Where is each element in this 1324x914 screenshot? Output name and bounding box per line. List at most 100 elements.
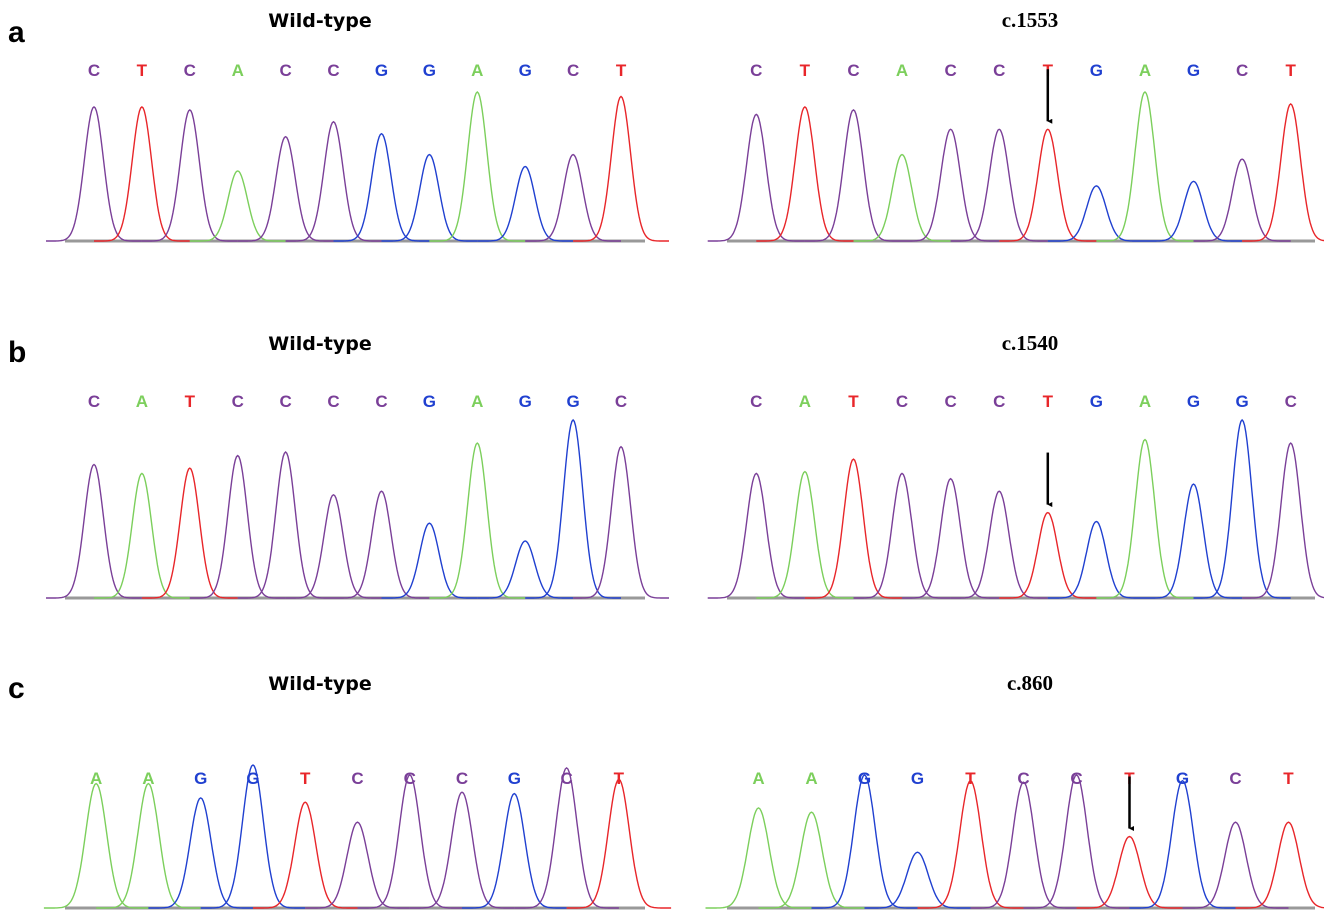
base-call: C — [993, 61, 1005, 80]
peak — [1130, 781, 1236, 908]
peak — [756, 472, 853, 598]
peak — [238, 137, 334, 241]
base-call: G — [1187, 61, 1200, 80]
peak — [46, 465, 142, 599]
base-call: C — [847, 61, 859, 80]
peak — [477, 167, 573, 242]
base-call: G — [423, 61, 436, 80]
panel-title: c.860 — [1007, 671, 1053, 695]
panel-title: c.1540 — [1002, 331, 1059, 355]
base-call: C — [232, 392, 244, 411]
peak — [1077, 837, 1183, 909]
peak — [573, 97, 669, 242]
base-call: G — [423, 392, 436, 411]
base-call: C — [993, 392, 1005, 411]
base-call: A — [136, 392, 148, 411]
peak — [410, 792, 515, 908]
peak — [805, 459, 902, 598]
peak — [358, 775, 463, 908]
base-call: C — [279, 61, 291, 80]
peak — [286, 122, 382, 241]
base-call: T — [137, 61, 148, 80]
peak — [94, 473, 190, 598]
base-call: C — [88, 61, 100, 80]
peak — [334, 491, 430, 598]
panel-label: b — [8, 336, 26, 369]
panel-title: Wild-type — [268, 10, 371, 32]
base-call: A — [799, 392, 811, 411]
peak — [190, 456, 286, 598]
peak — [567, 779, 672, 908]
peak — [902, 129, 999, 241]
panel-title: c.1553 — [1002, 8, 1059, 32]
peak — [148, 798, 253, 908]
peak — [334, 134, 430, 241]
base-call: C — [375, 392, 387, 411]
peak — [142, 468, 238, 598]
base-call: C — [88, 392, 100, 411]
figure: a Wild-type C T C A C C G G A G C Tc.1553 C T C A C C T G A G C T… — [0, 0, 1324, 914]
base-call: G — [1176, 769, 1189, 788]
base-call: A — [752, 769, 764, 788]
base-call: C — [944, 61, 956, 80]
base-call: C — [184, 61, 196, 80]
peak — [708, 473, 805, 598]
base-call: T — [848, 392, 859, 411]
peak — [96, 784, 201, 908]
base-call: G — [1090, 392, 1103, 411]
base-call: A — [232, 61, 244, 80]
peak — [1096, 92, 1193, 241]
peak — [382, 155, 478, 241]
peak — [759, 812, 865, 908]
base-call: G — [567, 392, 580, 411]
base-call: G — [1236, 392, 1249, 411]
peak — [971, 782, 1077, 908]
panel-title: Wild-type — [268, 673, 371, 695]
base-call: A — [90, 769, 102, 788]
peak — [253, 802, 358, 908]
peak — [94, 107, 190, 241]
base-call: C — [1017, 769, 1029, 788]
base-call: C — [1236, 61, 1248, 80]
base-call: C — [944, 392, 956, 411]
base-call: C — [750, 392, 762, 411]
base-call: T — [616, 61, 627, 80]
base-call: C — [279, 392, 291, 411]
base-call: A — [896, 61, 908, 80]
base-call: T — [185, 392, 196, 411]
panel-title: Wild-type — [268, 333, 371, 355]
base-call: C — [896, 392, 908, 411]
peak — [951, 491, 1048, 598]
base-call: C — [1229, 769, 1241, 788]
base-call: G — [508, 769, 521, 788]
peak — [462, 794, 567, 908]
base-call: A — [805, 769, 817, 788]
base-call: G — [194, 769, 207, 788]
base-call: T — [1283, 769, 1294, 788]
peak — [854, 473, 951, 598]
base-call: T — [965, 769, 976, 788]
peak — [44, 784, 148, 908]
peak — [756, 107, 853, 241]
base-call: C — [567, 61, 579, 80]
base-call: G — [519, 61, 532, 80]
peak — [573, 447, 669, 598]
peak — [1242, 104, 1324, 241]
peak — [1048, 522, 1145, 599]
panel-label: a — [8, 16, 25, 49]
base-call: C — [327, 392, 339, 411]
panel-label: c — [8, 672, 25, 705]
base-call: A — [471, 61, 483, 80]
peak — [1236, 822, 1324, 908]
base-call: C — [615, 392, 627, 411]
peak — [708, 114, 805, 241]
peak — [951, 129, 1048, 241]
peak — [1024, 775, 1130, 908]
base-call: G — [911, 769, 924, 788]
peak — [706, 808, 812, 908]
base-call: G — [519, 392, 532, 411]
base-call: A — [1139, 61, 1151, 80]
base-call: G — [1090, 61, 1103, 80]
peak — [525, 420, 621, 598]
base-call: C — [750, 61, 762, 80]
